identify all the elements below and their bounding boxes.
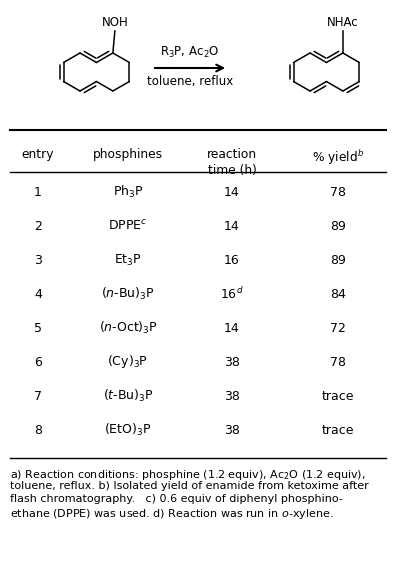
Text: DPPE$^c$: DPPE$^c$ (108, 219, 148, 233)
Text: 78: 78 (330, 186, 346, 198)
Text: (EtO)$_3$P: (EtO)$_3$P (104, 422, 152, 438)
Text: 14: 14 (224, 321, 240, 335)
Text: ($n$-Bu)$_3$P: ($n$-Bu)$_3$P (101, 286, 155, 302)
Text: 5: 5 (34, 321, 42, 335)
Text: toluene, reflux: toluene, reflux (147, 76, 233, 89)
Text: 7: 7 (34, 390, 42, 403)
Text: 4: 4 (34, 287, 42, 300)
Text: ethane (DPPE) was used. d) Reaction was run in $\it{o}$-xylene.: ethane (DPPE) was used. d) Reaction was … (10, 507, 333, 521)
Text: 38: 38 (224, 390, 240, 403)
Text: 16: 16 (224, 253, 240, 266)
Text: trace: trace (322, 390, 354, 403)
Text: 6: 6 (34, 356, 42, 369)
Text: 1: 1 (34, 186, 42, 198)
Text: 2: 2 (34, 219, 42, 232)
Text: 72: 72 (330, 321, 346, 335)
Text: (Cy)$_3$P: (Cy)$_3$P (107, 353, 148, 370)
Text: reaction
time (h): reaction time (h) (207, 148, 257, 177)
Text: R$_3$P, Ac$_2$O: R$_3$P, Ac$_2$O (160, 44, 220, 60)
Text: 14: 14 (224, 219, 240, 232)
Text: Ph$_3$P: Ph$_3$P (113, 184, 143, 200)
Text: Et$_3$P: Et$_3$P (114, 252, 142, 268)
Text: phosphines: phosphines (93, 148, 163, 161)
Text: NHAc: NHAc (327, 16, 359, 29)
Text: 89: 89 (330, 253, 346, 266)
Text: ($t$-Bu)$_3$P: ($t$-Bu)$_3$P (103, 388, 153, 404)
Text: 3: 3 (34, 253, 42, 266)
Text: 78: 78 (330, 356, 346, 369)
Text: ($n$-Oct)$_3$P: ($n$-Oct)$_3$P (99, 320, 158, 336)
Text: toluene, reflux. b) Isolated yield of enamide from ketoxime after: toluene, reflux. b) Isolated yield of en… (10, 481, 369, 491)
Text: 84: 84 (330, 287, 346, 300)
Text: NOH: NOH (101, 16, 128, 29)
Text: a) Reaction conditions: phosphine (1.2 equiv), Ac$_2$O (1.2 equiv),: a) Reaction conditions: phosphine (1.2 e… (10, 468, 366, 482)
Text: 8: 8 (34, 424, 42, 436)
Text: flash chromatography.   c) 0.6 equiv of diphenyl phosphino-: flash chromatography. c) 0.6 equiv of di… (10, 494, 343, 504)
Text: 89: 89 (330, 219, 346, 232)
Text: 14: 14 (224, 186, 240, 198)
Text: 38: 38 (224, 424, 240, 436)
Text: 38: 38 (224, 356, 240, 369)
Text: trace: trace (322, 424, 354, 436)
Text: % yield$^b$: % yield$^b$ (312, 148, 364, 167)
Text: 16$^d$: 16$^d$ (220, 286, 244, 302)
Text: entry: entry (22, 148, 54, 161)
